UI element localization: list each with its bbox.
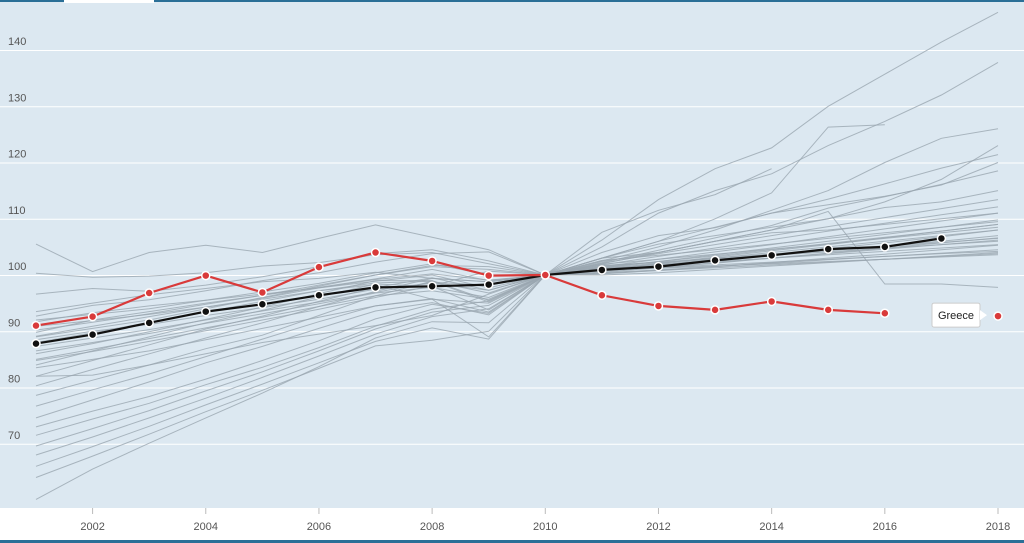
highlight-series-point-2011[interactable] [597, 290, 607, 300]
y-tick-label-70: 70 [8, 430, 20, 442]
background-series-line-1 [35, 162, 999, 276]
x-tick-label-2008: 2008 [420, 521, 444, 533]
background-series-group [35, 11, 999, 500]
average-series-point-2001[interactable] [31, 338, 41, 349]
average-series-point-2011[interactable] [597, 265, 607, 275]
x-tick-label-2012: 2012 [646, 521, 670, 533]
plot-background [0, 0, 1024, 508]
y-tick-label-90: 90 [8, 317, 20, 329]
average-series-point-2009[interactable] [483, 279, 494, 290]
average-series-point-2015[interactable] [823, 244, 833, 254]
x-ticks: 2002 2004 2006 2008 2010 2012 2014 2016 2018 [80, 508, 1010, 533]
background-series-line-22 [35, 240, 999, 369]
background-series-line-14 [35, 206, 999, 419]
tooltip: Greece [931, 302, 987, 328]
average-series-point-2012[interactable] [653, 261, 664, 272]
highlight-series-point-2016[interactable] [880, 308, 890, 318]
y-tick-label-120: 120 [8, 149, 26, 161]
average-series-point-2003[interactable] [144, 318, 154, 328]
background-series-line-30 [35, 229, 999, 352]
highlight-series-point-2010[interactable] [540, 270, 551, 280]
active-tab-indicator [64, 0, 154, 3]
highlight-series-group [31, 247, 1003, 331]
average-series-point-2007[interactable] [370, 282, 381, 293]
background-series-line-2 [35, 212, 999, 278]
y-tick-label-140: 140 [8, 36, 26, 48]
background-series-line-8 [35, 124, 885, 355]
background-series-line-31 [35, 239, 999, 360]
y-tick-label-100: 100 [8, 261, 26, 273]
tooltip-pointer [980, 310, 987, 321]
background-series-line-20 [35, 244, 999, 478]
background-series-line-34 [35, 253, 999, 331]
average-series-point-2006[interactable] [314, 290, 324, 300]
y-tick-label-80: 80 [8, 374, 20, 386]
average-series-point-2017[interactable] [936, 233, 947, 244]
average-series-point-2005[interactable] [257, 299, 268, 309]
background-series-line-15 [35, 212, 999, 428]
average-series-point-2013[interactable] [710, 255, 720, 266]
x-tick-label-2010: 2010 [533, 521, 557, 533]
highlight-series-point-2014[interactable] [766, 296, 777, 307]
bottom-bar [0, 540, 1024, 543]
highlight-series-point-2004[interactable] [201, 270, 211, 281]
highlight-series-point-2006[interactable] [314, 262, 324, 272]
tooltip-label: Greece [938, 310, 974, 322]
highlight-series-point-2012[interactable] [653, 301, 664, 311]
average-series-point-2014[interactable] [766, 250, 777, 261]
highlight-series-point-2009[interactable] [483, 270, 494, 281]
background-series-line-19 [35, 237, 999, 467]
background-series-line-6 [35, 61, 999, 337]
average-series-point-2016[interactable] [880, 242, 890, 252]
highlight-series-point-2013[interactable] [710, 305, 720, 315]
highlight-series-point-2008[interactable] [427, 256, 437, 266]
background-series-line-16 [35, 219, 999, 436]
average-series-point-2008[interactable] [427, 281, 437, 291]
background-series-line-28 [35, 223, 999, 341]
highlight-series-point-2007[interactable] [370, 247, 381, 258]
highlight-series-point-2003[interactable] [144, 288, 154, 298]
x-tick-label-2016: 2016 [873, 521, 897, 533]
y-tick-label-110: 110 [8, 205, 26, 217]
background-series-line-26 [35, 221, 999, 333]
average-series-point-2002[interactable] [87, 329, 98, 340]
y-tick-label-130: 130 [8, 92, 26, 104]
highlight-series-point-2002[interactable] [87, 311, 98, 322]
x-tick-label-2002: 2002 [80, 521, 104, 533]
top-bar [0, 0, 1024, 2]
y-tick-labels: 70 80 90 100 110 120 130 140 [8, 36, 26, 442]
highlight-series-point-2015[interactable] [823, 305, 833, 315]
x-tick-label-2004: 2004 [194, 521, 218, 533]
highlight-series-point-2018[interactable] [993, 311, 1003, 321]
background-series-line-4 [35, 145, 999, 317]
highlight-series-point-2001[interactable] [31, 320, 41, 331]
background-series-line-32 [35, 249, 999, 361]
x-tick-label-2006: 2006 [307, 521, 331, 533]
x-tick-label-2014: 2014 [759, 521, 783, 533]
x-tick-label-2018: 2018 [986, 521, 1010, 533]
highlight-series-point-2005[interactable] [257, 287, 268, 298]
background-series-line-27 [35, 226, 999, 338]
average-series-point-2004[interactable] [201, 306, 211, 317]
background-series-line-3 [35, 190, 999, 295]
background-series-line-33 [35, 244, 999, 321]
